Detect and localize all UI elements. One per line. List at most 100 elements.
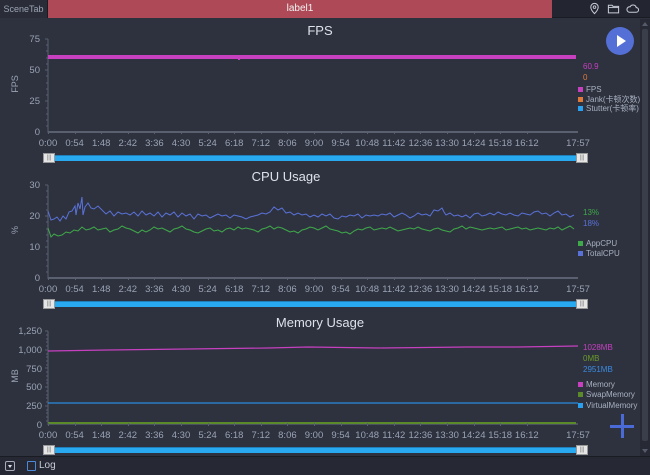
x-tick-label: 3:36 bbox=[145, 138, 164, 149]
x-tick-label: 8:06 bbox=[278, 430, 297, 441]
x-tick-label: 15:18 bbox=[488, 138, 513, 149]
scroll-up-icon[interactable] bbox=[642, 22, 648, 26]
cpu-range-start-handle[interactable]: ||| bbox=[43, 299, 55, 309]
memory-time-range-slider[interactable] bbox=[54, 447, 578, 453]
location-pin-icon[interactable] bbox=[588, 2, 601, 15]
add-button[interactable] bbox=[610, 414, 634, 438]
legend-swatch bbox=[578, 106, 583, 111]
x-tick-label: 9:00 bbox=[304, 138, 324, 149]
x-tick-mark bbox=[314, 131, 315, 134]
x-tick-mark bbox=[181, 423, 182, 426]
x-tick-mark bbox=[127, 423, 129, 426]
x-tick-label: 13:30 bbox=[435, 430, 459, 441]
x-tick-mark bbox=[48, 131, 49, 134]
x-tick-mark bbox=[101, 131, 103, 134]
x-tick-mark bbox=[127, 131, 129, 134]
cpu-time-range-slider[interactable] bbox=[54, 301, 578, 307]
x-tick-label: 10:48 bbox=[355, 138, 380, 149]
x-tick-label: 1:48 bbox=[91, 284, 111, 295]
scroll-thumb[interactable] bbox=[642, 29, 648, 441]
x-tick-label: 12:36 bbox=[408, 430, 433, 441]
x-tick-label: 14:24 bbox=[461, 430, 486, 441]
x-tick-label: 0:54 bbox=[65, 284, 84, 295]
fps-range-start-handle[interactable]: ||| bbox=[43, 153, 55, 163]
legend-item-swap-memory[interactable]: SwapMemory bbox=[578, 390, 635, 399]
x-tick-mark bbox=[127, 277, 129, 280]
app-cpu-current-value: 13% bbox=[583, 208, 600, 217]
x-tick-label: 8:06 bbox=[278, 138, 297, 149]
x-tick-label: 15:18 bbox=[488, 284, 513, 295]
scene-tab[interactable]: SceneTab bbox=[0, 0, 48, 18]
x-tick-mark bbox=[367, 423, 369, 426]
scroll-down-icon[interactable] bbox=[642, 449, 648, 453]
legend-item-stutter[interactable]: Stutter(卡顿率) bbox=[578, 103, 639, 114]
memory-range-end-handle[interactable]: ||| bbox=[576, 445, 588, 455]
x-tick-mark bbox=[447, 131, 448, 134]
legend-item-fps[interactable]: FPS bbox=[578, 85, 602, 94]
cloud-icon[interactable] bbox=[626, 2, 639, 15]
x-tick-label: 9:00 bbox=[304, 430, 324, 441]
jank-current-value: 0 bbox=[583, 73, 588, 82]
x-tick-label: 16:12 bbox=[514, 138, 539, 149]
x-tick-mark bbox=[154, 423, 156, 426]
x-tick-mark bbox=[420, 131, 422, 134]
x-tick-mark bbox=[500, 277, 502, 280]
legend-item-jank[interactable]: Jank(卡顿次数) bbox=[578, 94, 640, 105]
legend-swatch bbox=[578, 392, 583, 397]
legend-item-memory[interactable]: Memory bbox=[578, 380, 615, 389]
x-tick-mark bbox=[207, 423, 209, 426]
x-tick-mark bbox=[447, 277, 448, 280]
x-tick-mark bbox=[526, 131, 528, 134]
memory-ytick: 1,250 bbox=[18, 326, 42, 337]
x-tick-label: 13:30 bbox=[435, 138, 459, 149]
memory-range-start-handle[interactable]: ||| bbox=[43, 445, 55, 455]
x-tick-mark bbox=[314, 423, 315, 426]
x-tick-mark bbox=[181, 131, 182, 134]
memory-chart-title: Memory Usage bbox=[275, 315, 365, 330]
memory-ytick: 0 bbox=[36, 420, 42, 431]
x-tick-mark bbox=[234, 423, 236, 426]
x-tick-label: 12:36 bbox=[408, 284, 433, 295]
play-button[interactable] bbox=[606, 27, 634, 55]
x-tick-mark bbox=[101, 423, 103, 426]
label-bar[interactable]: label1 bbox=[48, 0, 552, 18]
legend-swatch bbox=[578, 251, 583, 256]
fps-range-end-handle[interactable]: ||| bbox=[576, 153, 588, 163]
x-tick-mark bbox=[393, 277, 395, 280]
x-tick-mark bbox=[447, 423, 448, 426]
x-tick-mark bbox=[74, 423, 76, 426]
x-tick-label: 5:24 bbox=[198, 138, 217, 149]
cpu-plot-area bbox=[45, 184, 578, 279]
cpu-chart-title: CPU Usage bbox=[251, 169, 321, 184]
fps-ytick: 50 bbox=[29, 65, 40, 76]
vertical-scrollbar[interactable] bbox=[640, 19, 650, 456]
x-tick-label: 16:12 bbox=[514, 284, 539, 295]
folder-icon[interactable] bbox=[607, 2, 620, 15]
total-cpu-current-value: 18% bbox=[583, 219, 600, 228]
x-tick-label: 0:00 bbox=[38, 430, 58, 441]
fps-time-range-slider[interactable] bbox=[54, 155, 578, 161]
fps-chart-title: FPS bbox=[307, 23, 333, 38]
legend-item-app-cpu[interactable]: AppCPU bbox=[578, 239, 617, 248]
x-tick-label: 11:42 bbox=[382, 138, 406, 149]
legend-item-virtual-memory[interactable]: VirtualMemory bbox=[578, 401, 637, 410]
memory-ytick: 750 bbox=[26, 364, 42, 375]
cpu-ytick: 0 bbox=[34, 273, 40, 284]
x-tick-mark bbox=[473, 277, 475, 280]
legend-swatch bbox=[578, 97, 583, 102]
cpu-range-end-handle[interactable]: ||| bbox=[576, 299, 588, 309]
x-tick-mark bbox=[500, 423, 502, 426]
legend-item-total-cpu[interactable]: TotalCPU bbox=[578, 249, 620, 258]
x-tick-label: 6:18 bbox=[224, 138, 244, 149]
x-tick-label: 16:12 bbox=[514, 430, 539, 441]
x-tick-mark bbox=[287, 277, 289, 280]
top-icon-group bbox=[588, 2, 639, 15]
x-tick-mark bbox=[48, 423, 49, 426]
dropdown-toggle-icon[interactable] bbox=[5, 461, 15, 471]
legend-swatch bbox=[578, 241, 583, 246]
legend-swatch bbox=[578, 87, 583, 92]
x-tick-mark bbox=[473, 131, 475, 134]
log-checkbox[interactable] bbox=[27, 461, 36, 471]
x-tick-label: 7:12 bbox=[251, 138, 271, 149]
x-tick-label: 7:12 bbox=[251, 430, 271, 441]
